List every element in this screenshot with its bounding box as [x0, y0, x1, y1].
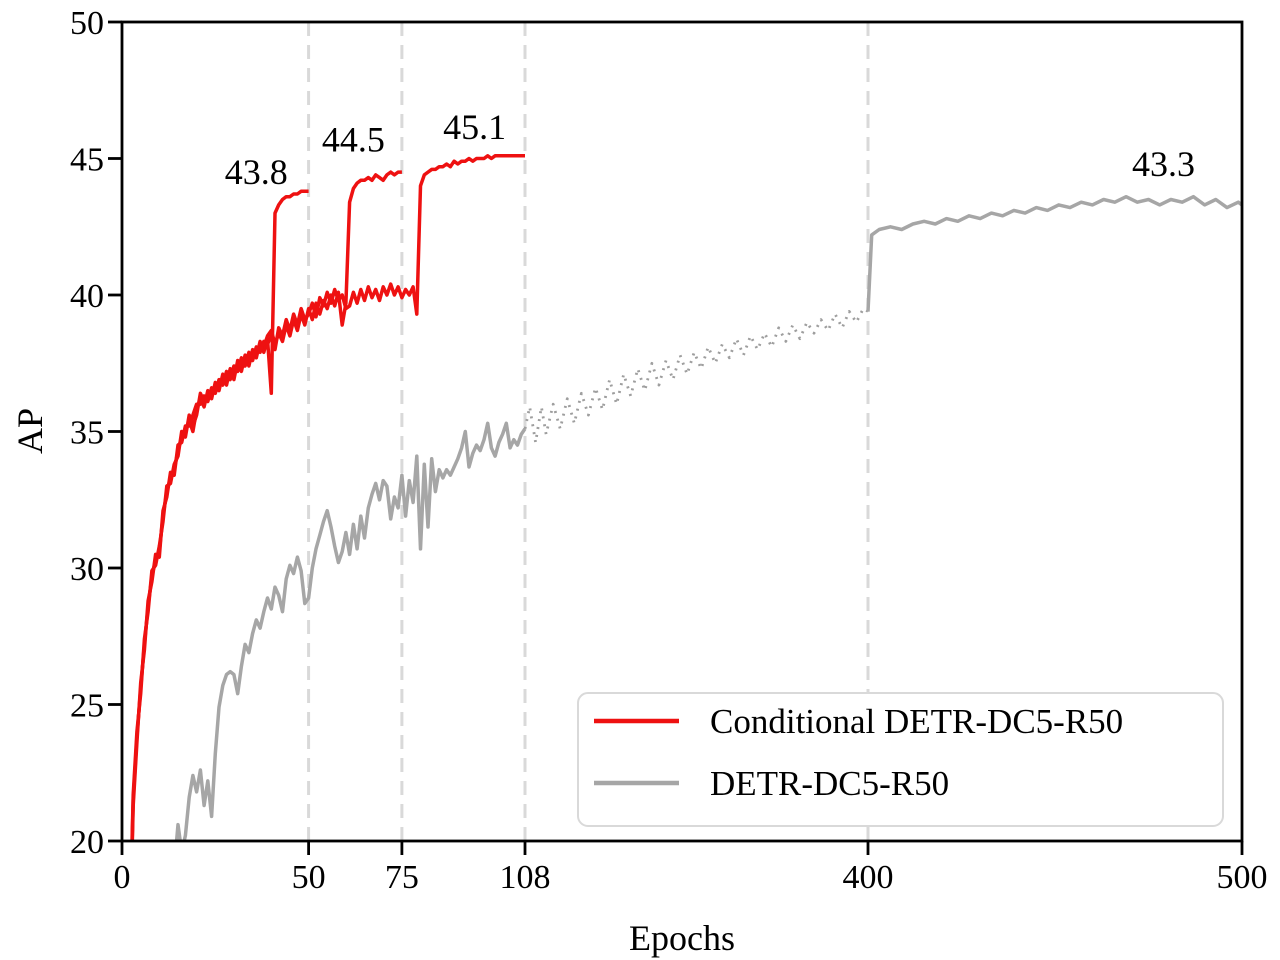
- x-tick-label-108: 108: [500, 859, 551, 896]
- series-conditional-detr-50ep: [130, 189, 309, 841]
- series-detr-1-108: [174, 421, 527, 841]
- y-axis-title: AP: [10, 408, 50, 454]
- series-curves: [130, 154, 1242, 841]
- y-tick-label-30: 30: [70, 551, 104, 588]
- x-tick-label-400: 400: [843, 859, 894, 896]
- axis-tick-labels: 0 50 75 108 400 500 20 25 30 35 40 45 50: [70, 5, 1268, 896]
- y-tick-label-50: 50: [70, 5, 104, 42]
- x-tick-label-500: 500: [1217, 859, 1268, 896]
- value-annotations: 43.8 44.5 45.1 43.3: [225, 107, 1195, 192]
- y-tick-label-25: 25: [70, 688, 104, 725]
- legend: Conditional DETR-DC5-R50 DETR-DC5-R50: [577, 692, 1224, 827]
- series-conditional-detr-108ep: [130, 154, 525, 841]
- x-tick-label-0: 0: [114, 859, 131, 896]
- annotation-44.5: 44.5: [322, 119, 385, 159]
- y-tick-label-45: 45: [70, 142, 104, 179]
- x-axis-title: Epochs: [629, 918, 735, 958]
- y-tick-label-40: 40: [70, 278, 104, 315]
- legend-box: [577, 692, 1224, 827]
- annotation-43.3: 43.3: [1132, 144, 1195, 184]
- x-tick-label-50: 50: [292, 859, 326, 896]
- annotation-45.1: 45.1: [443, 107, 506, 147]
- annotation-43.8: 43.8: [225, 152, 288, 192]
- series-detr-108-400: [523, 307, 869, 444]
- x-tick-label-75: 75: [385, 859, 419, 896]
- legend-label-conditional-detr: Conditional DETR-DC5-R50: [710, 702, 1123, 741]
- axis-ticks: [108, 20, 1244, 855]
- series-detr-400-500: [866, 194, 1242, 312]
- legend-label-detr: DETR-DC5-R50: [710, 764, 949, 803]
- y-tick-label-35: 35: [70, 415, 104, 452]
- y-tick-label-20: 20: [70, 824, 104, 861]
